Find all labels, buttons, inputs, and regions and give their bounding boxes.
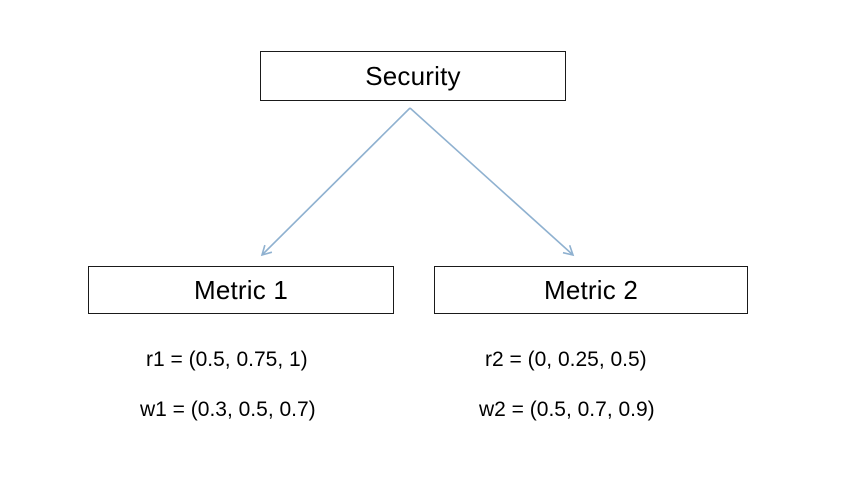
metric-2-w-value: w2 = (0.5, 0.7, 0.9) — [479, 398, 655, 421]
metric-1-r-value: r1 = (0.5, 0.75, 1) — [146, 348, 308, 371]
metric-1-w-value: w1 = (0.3, 0.5, 0.7) — [140, 398, 316, 421]
edge-security-to-metric-1 — [260, 107, 411, 257]
node-metric-1-label: Metric 1 — [193, 274, 289, 305]
node-metric-2: Metric 2 — [434, 266, 748, 314]
node-security: Security — [260, 51, 566, 101]
node-metric-1: Metric 1 — [88, 266, 394, 314]
edge-security-to-metric-2 — [409, 107, 575, 257]
node-metric-2-label: Metric 2 — [543, 274, 639, 305]
node-security-label: Security — [365, 60, 461, 91]
metric-2-r-value: r2 = (0, 0.25, 0.5) — [485, 348, 647, 371]
